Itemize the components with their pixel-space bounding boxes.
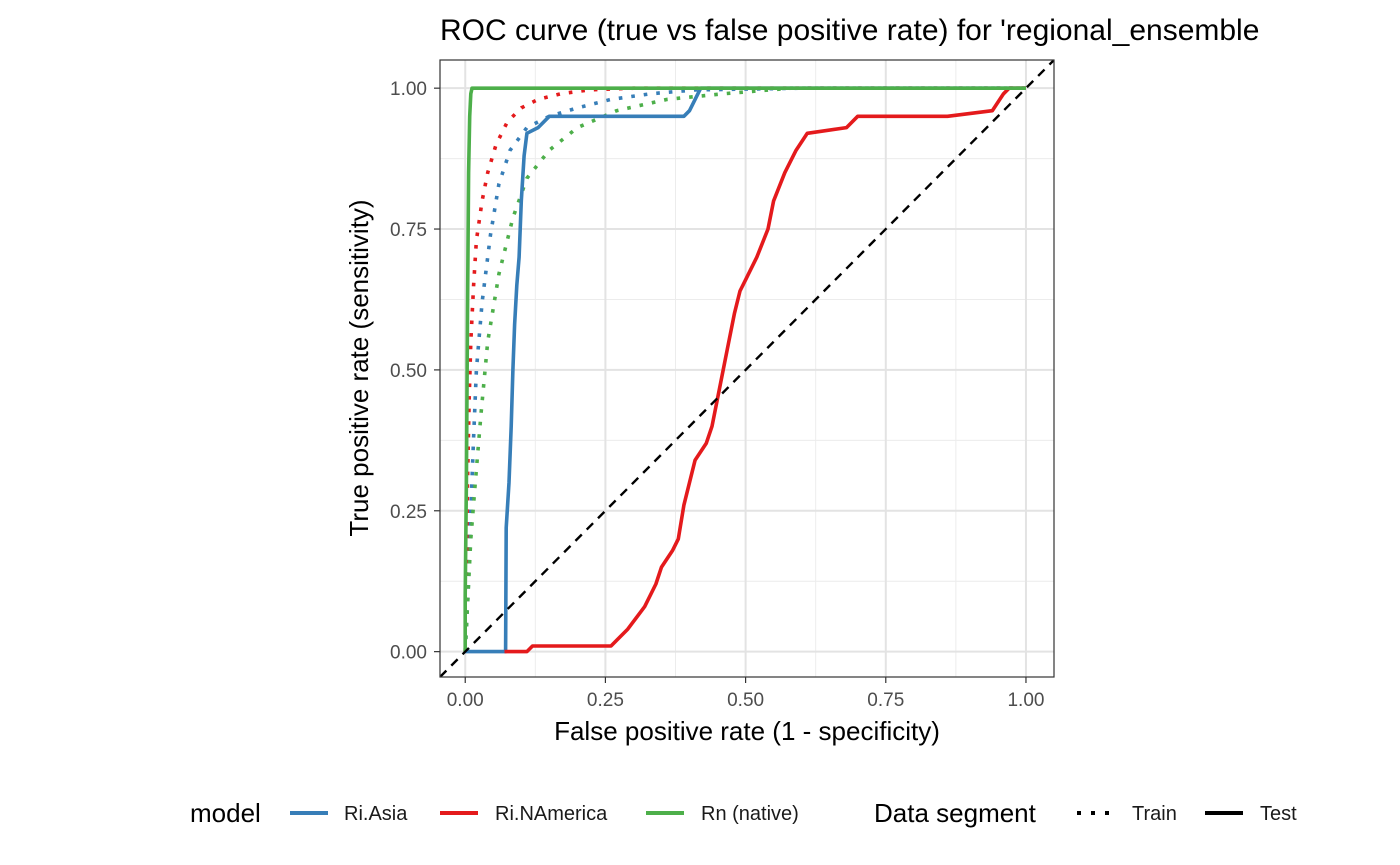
y-tick-label: 0.50	[390, 361, 427, 382]
x-tick-label: 0.50	[727, 690, 764, 711]
series-ri-asia-test	[465, 86, 1026, 654]
series-rn-native-test	[463, 86, 1026, 652]
legend-item-ri-asia: Ri.Asia	[290, 803, 408, 825]
y-axis-title: True positive rate (sensitivity)	[344, 199, 374, 536]
series-ri-asia-train	[463, 86, 1026, 652]
panel-border	[439, 59, 1055, 678]
legend-item-test: Test	[1205, 803, 1297, 825]
legend-segment-title: Data segment	[874, 798, 1037, 828]
legend-item-rn-native: Rn (native)	[646, 803, 799, 825]
x-tick-label: 0.00	[447, 690, 484, 711]
plot-panel	[439, 59, 1055, 678]
legend-label-test: Test	[1260, 803, 1297, 825]
y-tick-label: 0.75	[390, 220, 427, 241]
y-tick-label: 1.00	[390, 79, 427, 100]
legend-label-train: Train	[1132, 803, 1177, 825]
x-tick-label: 0.75	[867, 690, 904, 711]
y-tick-label: 0.25	[390, 502, 427, 523]
series-ri-namerica-train	[463, 86, 1026, 652]
legend: model Ri.Asia Ri.NAmerica Rn (native) Da…	[190, 798, 1297, 828]
x-tick-label: 1.00	[1007, 690, 1044, 711]
series-rn-native-train	[463, 86, 1026, 652]
legend-model-title: model	[190, 798, 261, 828]
x-axis-title: False positive rate (1 - specificity)	[554, 716, 940, 746]
chart-title: ROC curve (true vs false positive rate) …	[440, 14, 1259, 47]
y-axis: 0.00 0.25 0.50 0.75 1.00	[390, 79, 440, 664]
x-axis: 0.00 0.25 0.50 0.75 1.00	[447, 677, 1044, 711]
legend-item-train: Train	[1077, 803, 1177, 825]
legend-label-ri-namerica: Ri.NAmerica	[495, 803, 608, 825]
x-tick-label: 0.25	[587, 690, 624, 711]
legend-item-ri-namerica: Ri.NAmerica	[440, 803, 608, 825]
y-tick-label: 0.00	[390, 643, 427, 664]
series-ri-namerica-test	[504, 86, 1026, 654]
plot-lines	[440, 60, 1054, 677]
legend-label-ri-asia: Ri.Asia	[344, 803, 408, 825]
diagonal-reference-line	[440, 60, 1054, 677]
legend-label-rn-native: Rn (native)	[701, 803, 799, 825]
